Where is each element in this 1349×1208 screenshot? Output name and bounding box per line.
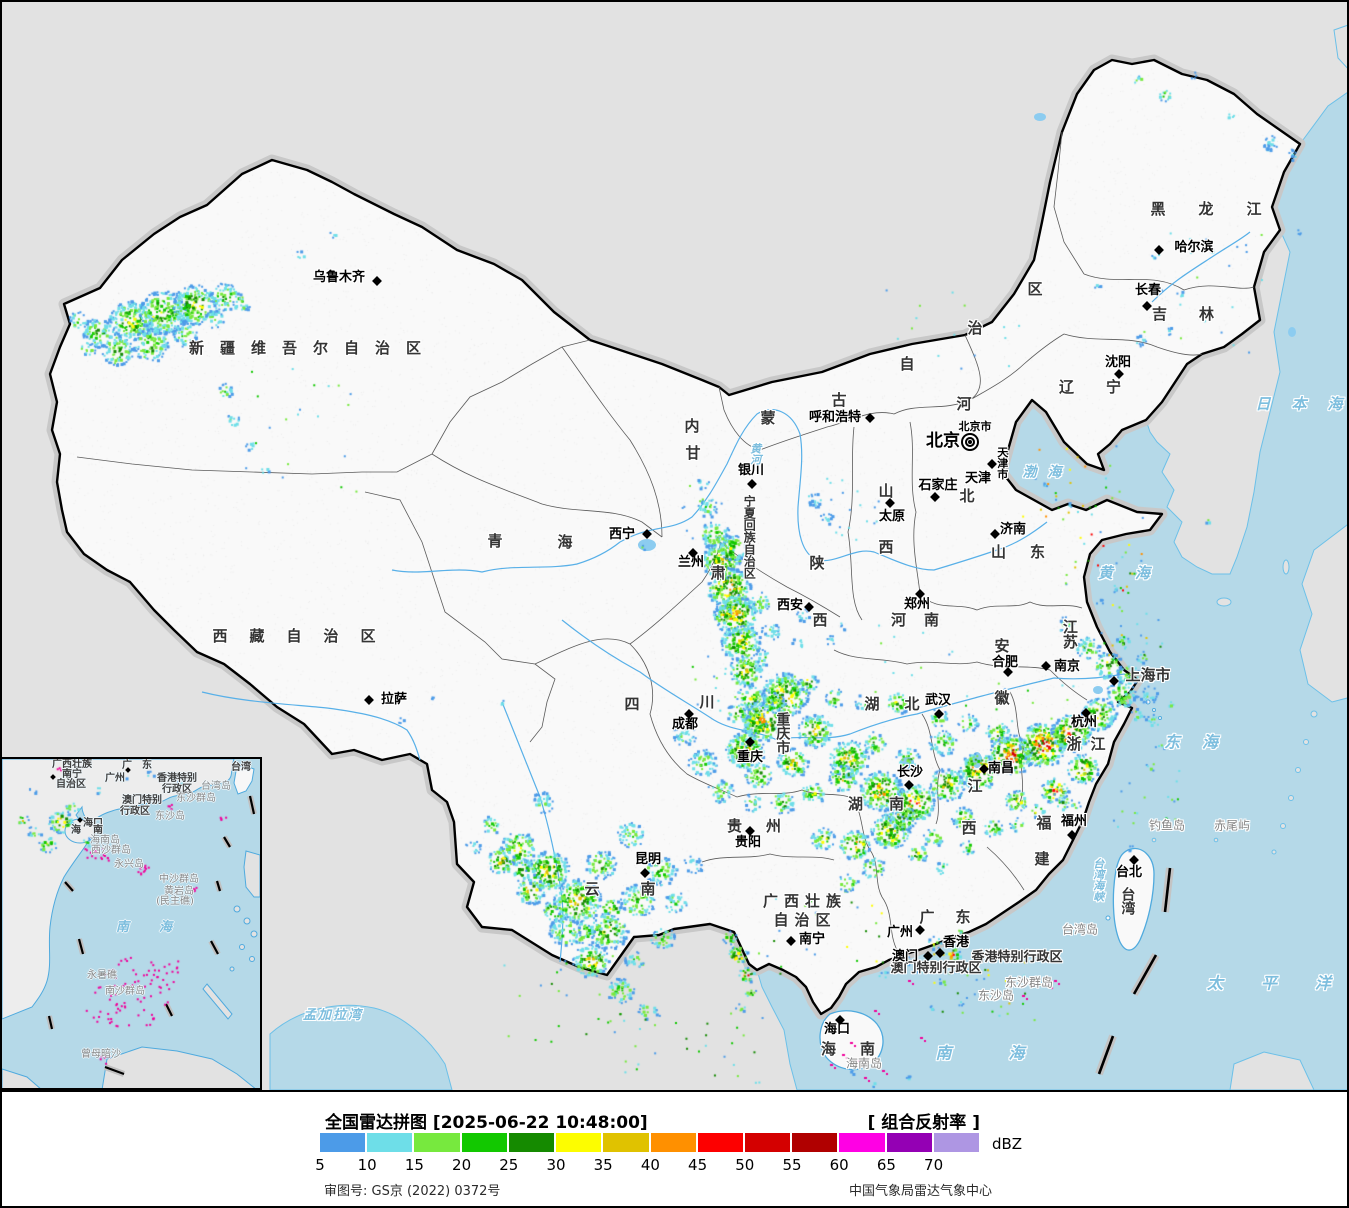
map-title: 全国雷达拼图 [2025-06-22 10:48:00] [325,1113,648,1133]
dbz-tick: 30 [546,1156,566,1174]
product-name: [ 组合反射率 ] [867,1113,980,1133]
map-review-number: 审图号: GS京 (2022) 0372号 [324,1184,501,1199]
colorbar-segment [367,1133,415,1152]
colorbar-segment [697,1133,745,1152]
legend-panel: 全国雷达拼图 [2025-06-22 10:48:00] [ 组合反射率 ] 5… [2,1090,1347,1206]
jeju-island [1216,597,1232,607]
dbz-tick: 60 [829,1156,849,1174]
dbz-tick: 40 [640,1156,660,1174]
colorbar-segment [886,1133,934,1152]
dbz-tick: 35 [593,1156,613,1174]
dbz-colorbar [320,1133,982,1152]
colorbar-segment [556,1133,604,1152]
colorbar-segment [414,1133,462,1152]
dbz-tick: 65 [876,1156,896,1174]
colorbar-segment [461,1133,509,1152]
dbz-tick: 10 [357,1156,377,1174]
colorbar-segment [839,1133,887,1152]
dbz-tick: 25 [499,1156,519,1174]
colorbar-segment [792,1133,840,1152]
dbz-tick: 55 [782,1156,802,1174]
colorbar-segment [650,1133,698,1152]
dbz-tick: 15 [404,1156,424,1174]
colorbar-segment [744,1133,793,1152]
dbz-tick: 5 [315,1156,325,1174]
tsushima-island [1282,559,1290,575]
dbz-tick: 45 [688,1156,708,1174]
colorbar-segment [603,1133,651,1152]
dbz-tick: 20 [452,1156,472,1174]
dbz-ticks: 5 10 15 20 25 30 35 40 45 50 55 60 65 70 [2,1156,1347,1174]
dbz-unit: dBZ [992,1135,1023,1153]
credit: 中国气象局雷达气象中心 [848,1184,992,1199]
colorbar-segment [933,1133,982,1152]
south-china-sea-inset: 广西壮族 自治区 南宁 广州 广东 台湾 香港特别 行政区 澳门特别 行政区 台湾岛 东沙群岛 东沙岛海… [2,757,262,1090]
china-radar-map: 黑龙江 吉林 辽宁河北山西山东 河南 江苏安徽浙江福建江西湖北 湖南 广东 贵州 云南四川陕西甘… [2,2,1347,1090]
dbz-tick: 70 [924,1156,944,1174]
inset-radar-layer [2,759,260,1088]
hainan-island [819,1010,884,1071]
dbz-tick: 50 [735,1156,755,1174]
colorbar-segment [320,1133,368,1152]
colorbar-segment [508,1133,557,1152]
